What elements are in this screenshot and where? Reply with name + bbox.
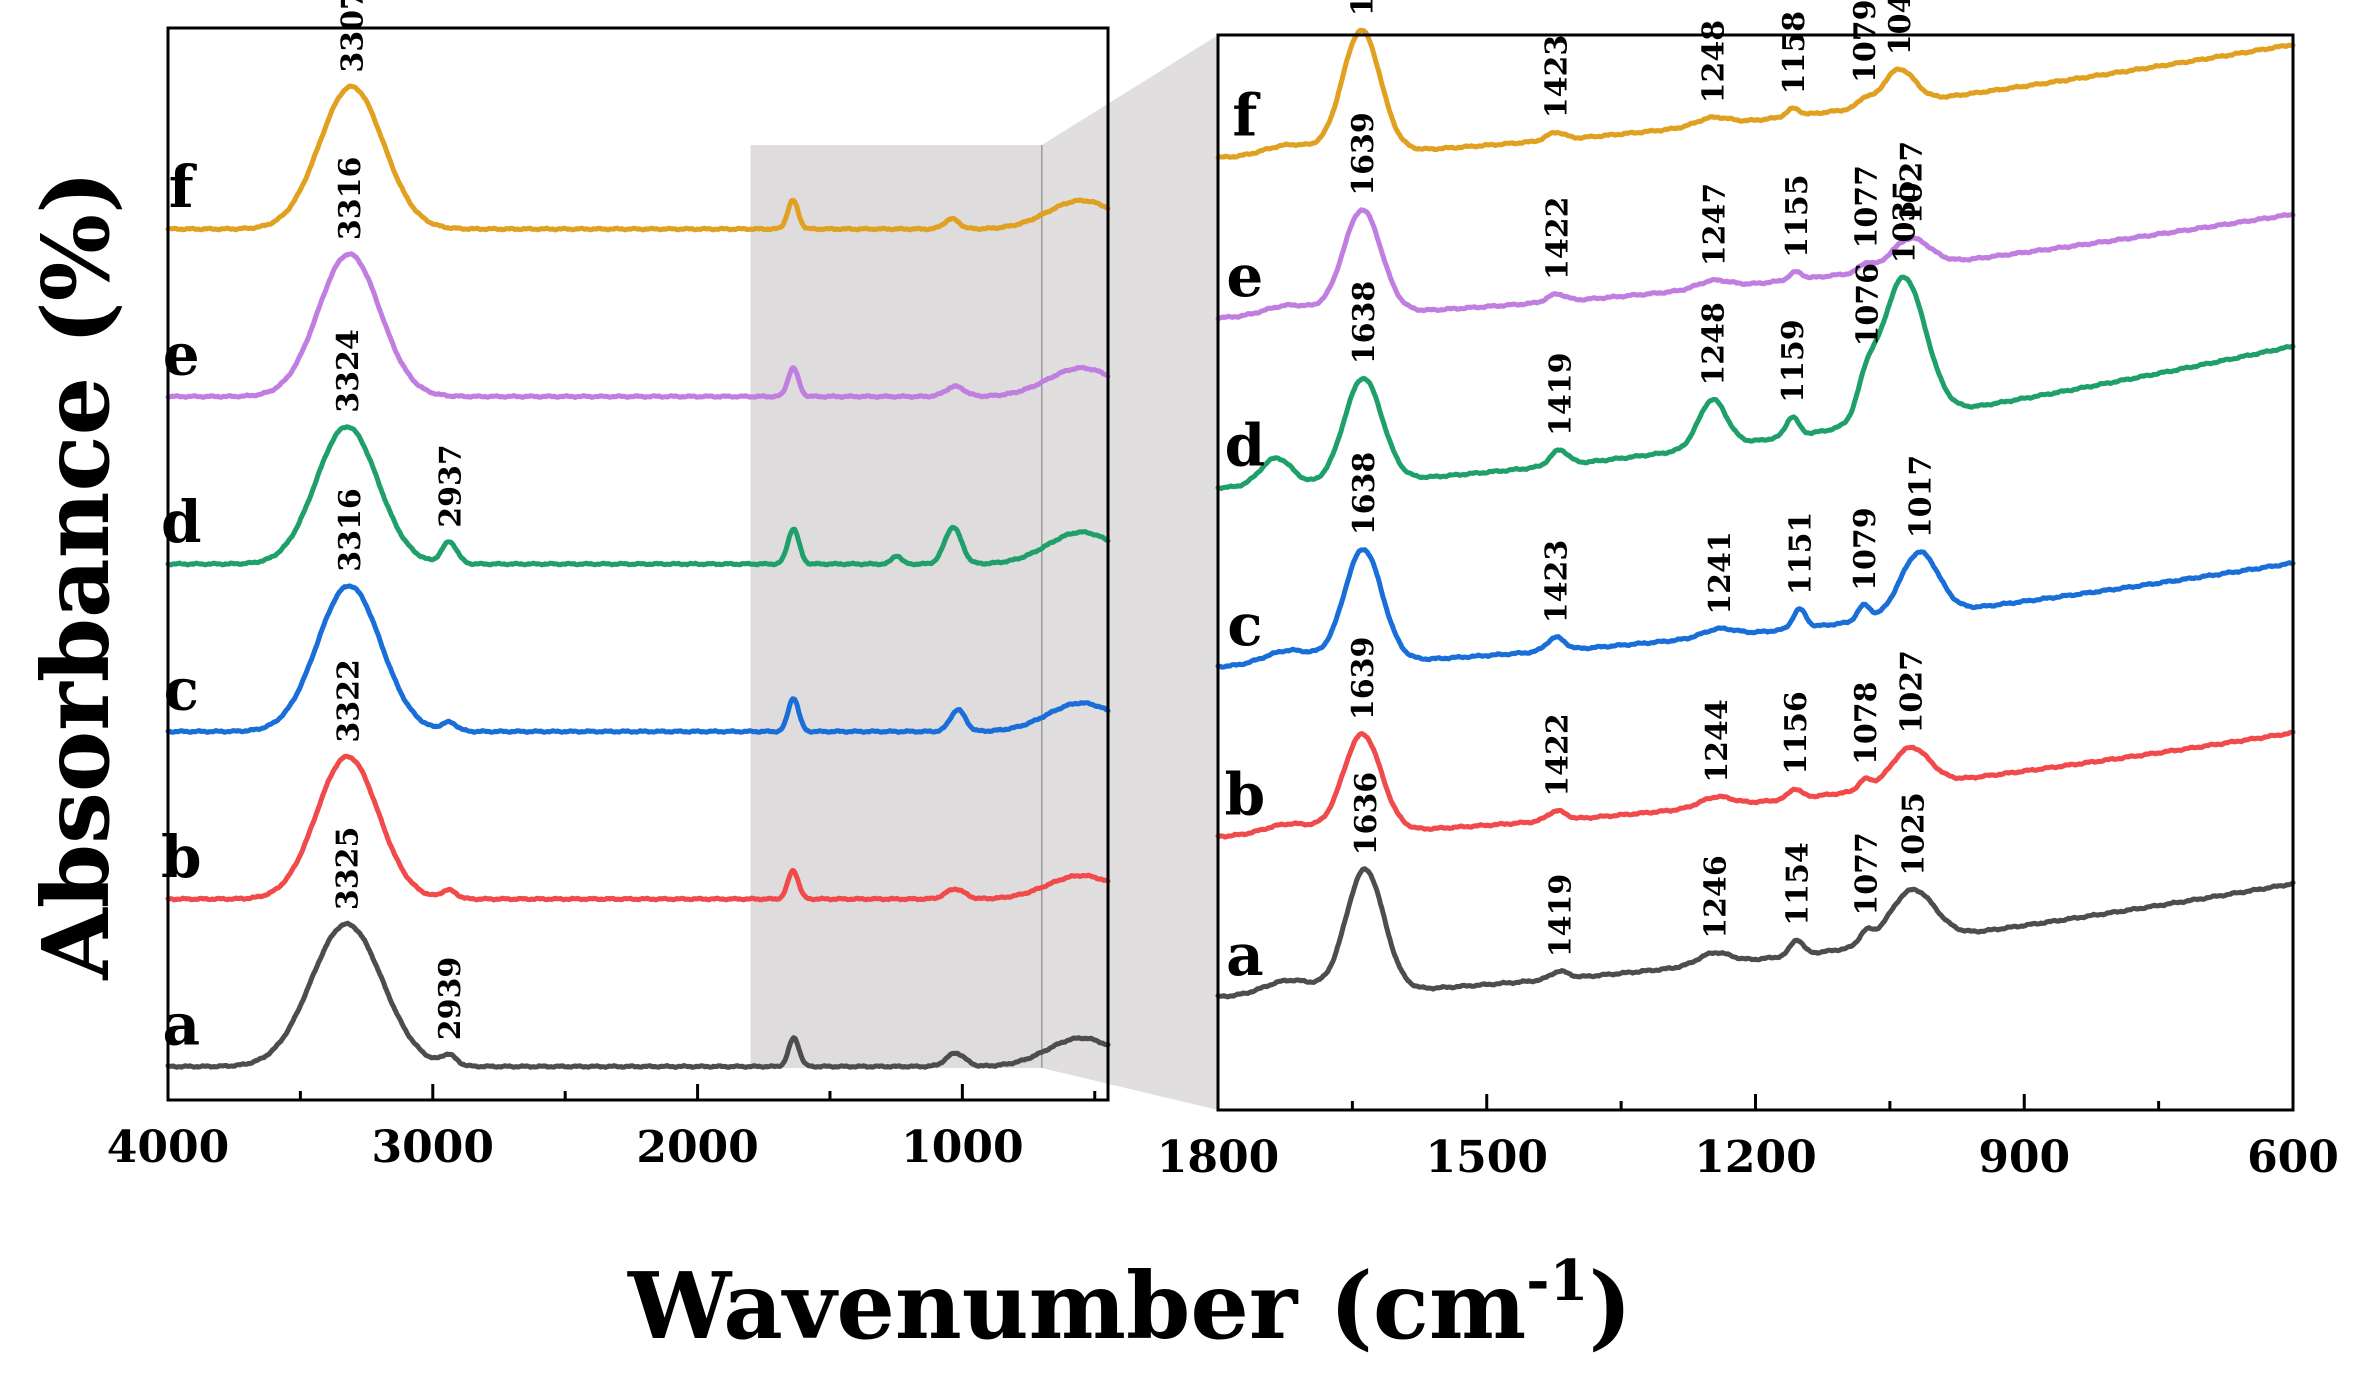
peak-label: 1246 (1698, 855, 1733, 939)
series-d-label: d (1225, 412, 1266, 480)
x-axis-label-superscript: -1 (1526, 1248, 1588, 1314)
series-f-line (1215, 27, 2296, 161)
peak-label: 1027 (1895, 650, 1930, 734)
peak-label: 1076 (1851, 263, 1886, 347)
x-tick-label: 1200 (1694, 1132, 1816, 1183)
series-e-line (1215, 207, 2296, 322)
peak-label: 1151 (1783, 512, 1818, 596)
peak-label: 1419 (1543, 874, 1578, 958)
right-labels: a 1636 1419 1246 1154 1077 1025 b 1639 1422 1244 11… (1225, 0, 1939, 989)
peak-label: 3307 (336, 0, 371, 73)
peak-label: 1241 (1703, 531, 1738, 615)
peak-label: 1640 (1345, 0, 1380, 16)
y-axis-label: Absorbance (%) (22, 170, 130, 980)
series-f-line (165, 83, 1111, 233)
peak-label: 1248 (1697, 302, 1732, 386)
peak-label: 2937 (434, 444, 469, 528)
x-tick-label: 4000 (107, 1122, 229, 1173)
peak-label: 1422 (1541, 713, 1576, 797)
peak-label: 1156 (1779, 691, 1814, 775)
series-c-line (165, 583, 1111, 735)
peak-label: 1636 (1349, 772, 1384, 856)
peak-label: 1154 (1781, 842, 1816, 926)
peak-label: 1247 (1697, 183, 1732, 267)
series-d-line (165, 424, 1111, 568)
peak-label: 1017 (1903, 455, 1938, 539)
highlight-region (750, 145, 1042, 1068)
x-axis-label-close: ) (1589, 1252, 1633, 1360)
x-tick-label: 1000 (901, 1122, 1023, 1173)
peak-label: 2939 (433, 957, 468, 1041)
peak-label: 1639 (1346, 637, 1381, 721)
series-f-label: f (1232, 82, 1261, 150)
peak-label: 3316 (333, 157, 368, 241)
series-e-line (165, 251, 1111, 400)
peak-label: 1639 (1346, 112, 1381, 196)
peak-label: 1248 (1697, 20, 1732, 104)
peak-label: 3324 (331, 329, 366, 413)
peak-label: 1035 (1887, 180, 1922, 264)
peak-label: 1423 (1540, 35, 1575, 119)
left-x-ticks: 4000 3000 2000 1000 (107, 1084, 1097, 1173)
peak-label: 1027 (1895, 141, 1930, 225)
peak-label: 1244 (1700, 699, 1735, 783)
x-tick-label: 1800 (1157, 1132, 1279, 1183)
left-plot-frame (166, 26, 1110, 1102)
peak-label: 1079 (1848, 507, 1883, 591)
series-d-line (1215, 274, 2296, 491)
peak-label: 1159 (1776, 319, 1811, 403)
series-f-label: f (169, 153, 198, 221)
series-a-line (165, 920, 1111, 1070)
peak-label: 1638 (1347, 452, 1382, 536)
right-curves (1215, 27, 2296, 1000)
series-e-label: e (1226, 242, 1263, 310)
left-curves (165, 83, 1111, 1070)
x-axis-label: Wavenumber (cm-1) (627, 1248, 1632, 1360)
peak-label: 1077 (1850, 832, 1885, 916)
zoom-connector (1041, 35, 1218, 1110)
x-tick-label: 2000 (636, 1122, 758, 1173)
peak-label: 1077 (1850, 165, 1885, 249)
peak-label: 1423 (1540, 540, 1575, 624)
x-tick-label: 1500 (1426, 1132, 1548, 1183)
right-panel: a 1636 1419 1246 1154 1077 1025 b 1639 1422 1244 11… (1157, 0, 2339, 1183)
peak-label: 3316 (333, 488, 368, 572)
series-b-line (1215, 729, 2296, 840)
peak-label: 1422 (1541, 197, 1576, 281)
peak-label: 1155 (1780, 174, 1815, 258)
series-a-line (1215, 866, 2296, 1000)
peak-label: 1025 (1896, 792, 1931, 876)
peak-label: 1419 (1543, 353, 1578, 437)
peak-label: 1078 (1849, 682, 1884, 766)
series-b-line (165, 753, 1111, 903)
series-a-label: a (1226, 921, 1264, 989)
series-c-label: c (1227, 591, 1262, 659)
x-axis-label-main: Wavenumber (cm (627, 1252, 1526, 1360)
series-b-label: b (1225, 761, 1266, 829)
x-tick-label: 3000 (372, 1122, 494, 1173)
peak-label: 1079 (1848, 0, 1883, 83)
peak-label: 1158 (1777, 11, 1812, 95)
peak-label: 1638 (1347, 281, 1382, 365)
series-c-line (1215, 547, 2296, 670)
peak-label: 3325 (331, 827, 366, 911)
x-tick-label: 900 (1978, 1132, 2070, 1183)
right-x-ticks: 1800 1500 1200 900 600 (1157, 1094, 2339, 1183)
x-tick-label: 600 (2247, 1132, 2339, 1183)
peak-label: 1040 (1883, 0, 1918, 55)
peak-label: 3322 (332, 659, 367, 743)
